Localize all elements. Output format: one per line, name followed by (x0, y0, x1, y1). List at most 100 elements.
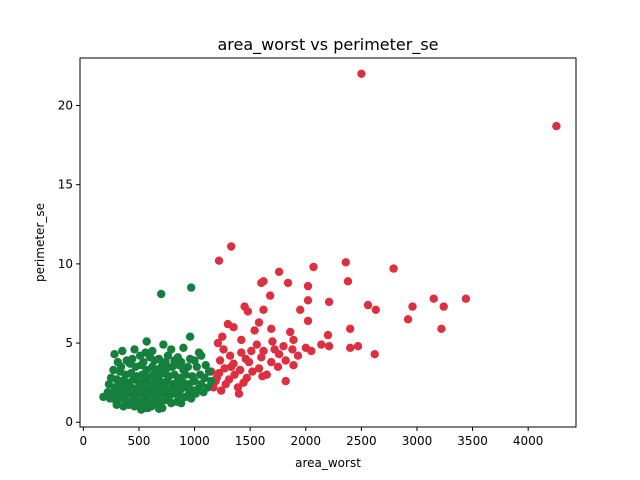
scatter-point-malignant (267, 324, 276, 333)
scatter-point-benign (201, 361, 210, 370)
scatter-point-benign (187, 283, 196, 292)
scatter-point-malignant (258, 372, 267, 381)
scatter-point-malignant (343, 277, 353, 286)
scatter-point-malignant (279, 342, 288, 351)
scatter-point-malignant (237, 348, 246, 357)
chart-title: area_worst vs perimeter_se (217, 35, 438, 55)
scatter-point-malignant (221, 380, 230, 389)
scatter-point-benign (118, 346, 127, 356)
scatter-point-malignant (239, 378, 248, 387)
scatter-point-malignant (259, 346, 268, 356)
scatter-point-benign (184, 389, 194, 398)
scatter-point-benign (112, 400, 121, 409)
scatter-point-benign (204, 367, 214, 376)
scatter-point-malignant (370, 350, 379, 359)
plot-frame (79, 57, 577, 428)
scatter-point-benign (177, 399, 186, 408)
scatter-point-malignant (257, 353, 266, 362)
scatter-point-malignant (293, 351, 303, 360)
points-layer (99, 69, 561, 414)
x-axis-label: area_worst (295, 456, 361, 470)
scatter-point-malignant (307, 346, 316, 356)
scatter-point-malignant (303, 281, 313, 291)
scatter-point-benign (185, 332, 195, 341)
scatter-point-benign (207, 376, 216, 386)
x-tick-label: 3000 (402, 434, 433, 448)
scatter-point-malignant (267, 357, 276, 367)
scatter-point-benign (182, 383, 191, 392)
scatter-point-benign (192, 362, 201, 371)
scatter-point-malignant (225, 351, 235, 360)
scatter-point-malignant (317, 340, 326, 349)
x-tick-label: 2500 (346, 434, 377, 448)
scatter-point-benign (200, 373, 209, 383)
scatter-point-malignant (250, 326, 259, 335)
scatter-point-benign (167, 345, 176, 354)
scatter-point-benign (183, 362, 193, 371)
scatter-point-malignant (303, 296, 313, 305)
y-tick-label: 5 (65, 336, 73, 350)
scatter-point-malignant (274, 350, 284, 359)
y-axis-ticks: 0 5 10 15 20 (58, 99, 80, 429)
scatter-point-benign (154, 404, 164, 413)
scatter-point-malignant (235, 365, 245, 375)
scatter-point-malignant (213, 338, 223, 348)
scatter-point-malignant (371, 305, 380, 314)
x-tick-label: 0 (80, 434, 88, 448)
scatter-point-malignant (289, 335, 298, 345)
scatter-point-malignant (229, 323, 238, 332)
scatter-point-malignant (408, 302, 417, 311)
scatter-point-malignant (324, 342, 334, 351)
scatter-point-benign (142, 337, 151, 346)
scatter-point-malignant (273, 362, 283, 371)
scatter-point-benign (135, 399, 145, 408)
scatter-point-benign (110, 350, 119, 359)
scatter-point-malignant (254, 318, 264, 327)
scatter-point-benign (148, 346, 157, 356)
scatter-point-malignant (233, 383, 243, 392)
scatter-point-benign (99, 392, 108, 402)
y-tick-label: 0 (65, 415, 73, 429)
scatter-point-benign (143, 403, 152, 413)
scatter-point-malignant (289, 361, 298, 370)
scatter-point-malignant (286, 327, 295, 337)
scatter-point-benign (130, 345, 139, 354)
scatter-point-malignant (214, 256, 224, 265)
scatter-point-malignant (215, 356, 225, 365)
scatter-point-malignant (353, 342, 363, 351)
y-axis-label: perimeter_se (33, 203, 47, 282)
scatter-point-benign (157, 289, 166, 299)
scatter-point-malignant (461, 294, 471, 303)
scatter-point-malignant (217, 386, 226, 395)
scatter-point-malignant (234, 389, 244, 398)
scatter-point-malignant (439, 302, 448, 311)
scatter-point-malignant (389, 264, 398, 273)
x-tick-label: 4000 (513, 434, 544, 448)
scatter-point-malignant (220, 364, 229, 373)
scatter-point-malignant (274, 267, 284, 276)
scatter-point-benign (141, 348, 150, 357)
scatter-point-malignant (266, 291, 275, 300)
y-tick-label: 15 (58, 178, 73, 192)
scatter-point-malignant (243, 307, 253, 316)
scatter-point-malignant (259, 277, 268, 286)
y-tick-label: 10 (58, 257, 73, 271)
scatter-point-benign (116, 362, 126, 371)
scatter-point-benign (194, 348, 204, 357)
scatter-point-benign (137, 361, 146, 370)
scatter-point-benign (199, 388, 208, 397)
scatter-point-malignant (403, 315, 413, 324)
scatter-point-malignant (288, 345, 297, 354)
scatter-point-malignant (281, 356, 290, 365)
scatter-point-malignant (552, 121, 561, 131)
scatter-point-benign (159, 340, 168, 349)
scatter-point-benign (109, 365, 118, 375)
y-tick-label: 20 (58, 99, 73, 113)
scatter-point-malignant (247, 346, 256, 356)
scatter-point-malignant (237, 335, 246, 345)
scatter-point-malignant (218, 332, 227, 341)
x-tick-label: 1000 (179, 434, 210, 448)
scatter-point-benign (181, 370, 190, 379)
